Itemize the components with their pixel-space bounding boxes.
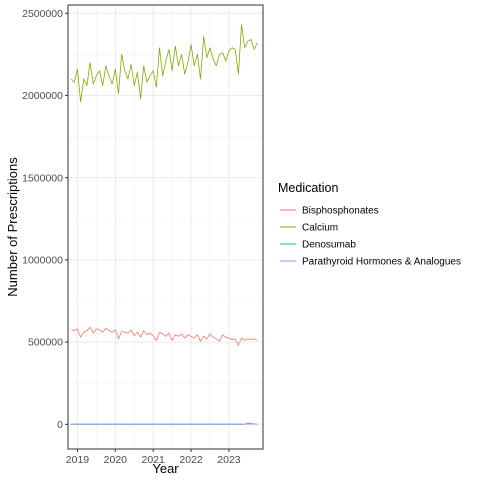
x-tick-label: 2023	[217, 454, 241, 466]
x-tick-label: 2021	[142, 454, 166, 466]
legend-label: Parathyroid Hormones & Analogues	[302, 257, 461, 268]
grid-minor	[68, 5, 263, 449]
legend-title: Medication	[278, 181, 338, 195]
legend-label: Denosumab	[302, 240, 356, 251]
x-tick-label: 2020	[104, 454, 128, 466]
y-tick-label: 2500000	[22, 8, 63, 20]
series-line-calcium	[70, 24, 258, 103]
panel-border	[67, 4, 264, 450]
legend-label: Bisphosphonates	[302, 206, 379, 217]
y-tick-label: 1000000	[22, 254, 63, 266]
y-axis-title: Number of Prescriptions	[5, 157, 20, 297]
grid-major	[68, 5, 263, 449]
y-axis: 0 500000 1000000 1500000 2000000 2500000	[22, 8, 68, 431]
y-tick-label: 500000	[28, 337, 63, 349]
x-tick-label: 2019	[66, 454, 90, 466]
y-tick-label: 2000000	[22, 90, 63, 102]
y-tick-label: 1500000	[22, 172, 63, 184]
x-axis-title: Year	[152, 461, 179, 476]
x-tick-label: 2022	[179, 454, 203, 466]
x-axis: 2019 2020 2021 2022 2023	[66, 449, 241, 466]
panel-background	[68, 5, 263, 449]
series-line-bisphosphonates	[71, 326, 258, 346]
y-tick-label: 0	[57, 419, 63, 431]
series-lines	[70, 24, 258, 425]
legend-label: Calcium	[302, 223, 338, 234]
legend: Medication Bisphosphonates Calcium Denosum…	[278, 181, 461, 268]
